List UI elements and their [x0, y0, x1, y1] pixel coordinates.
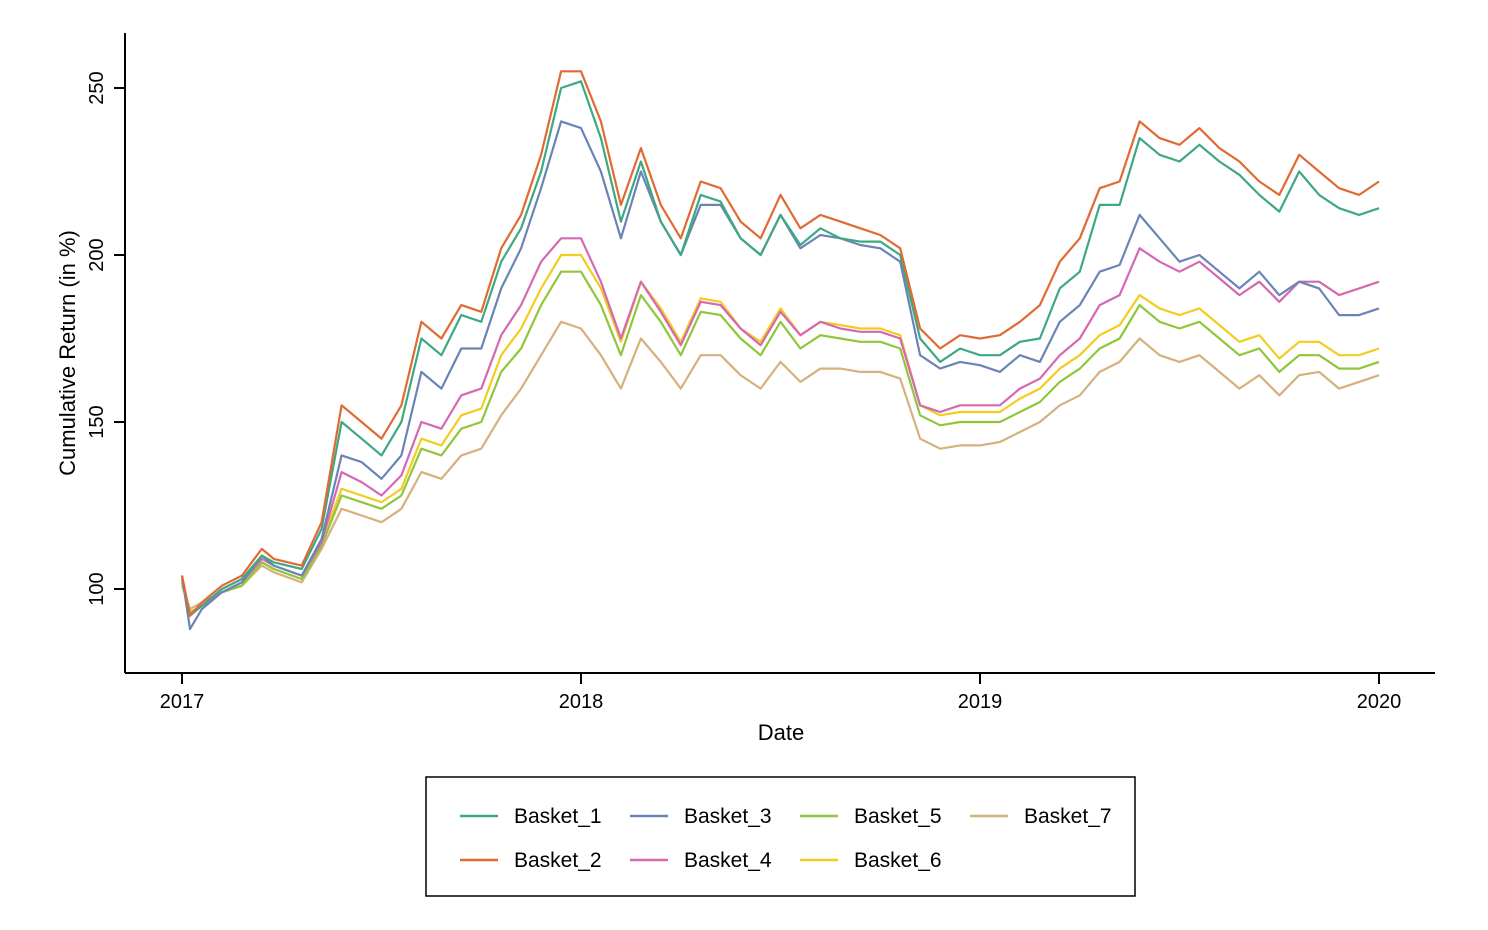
- y-ticks: 100 150 200 250: [86, 71, 125, 606]
- series-line-basket-1: [180, 80, 1380, 617]
- legend-item-basket-3: Basket_3: [630, 805, 772, 828]
- y-axis-title: Cumulative Return (in %): [55, 230, 80, 476]
- x-tick-label-2019: 2019: [958, 691, 1003, 713]
- series-line-basket-6: [180, 253, 1380, 614]
- x-axis-title: Date: [758, 720, 804, 745]
- legend-label: Basket_5: [854, 805, 942, 828]
- legend-item-basket-6: Basket_6: [800, 849, 942, 872]
- series-line-basket-2: [180, 70, 1380, 617]
- x-tick-label-2020: 2020: [1357, 691, 1402, 713]
- x-tick-label-2018: 2018: [559, 691, 604, 713]
- y-tick-label-100: 100: [86, 572, 108, 605]
- legend-label: Basket_4: [684, 849, 772, 872]
- legend-item-basket-2: Basket_2: [460, 849, 602, 872]
- legend: Basket_1 Basket_2 Basket_3 Basket_4 Basket_5…: [425, 776, 1136, 897]
- axes: [124, 33, 1435, 674]
- series-line-basket-7: [180, 320, 1380, 611]
- legend-label: Basket_2: [514, 849, 602, 872]
- legend-label: Basket_7: [1024, 805, 1112, 828]
- x-ticks: 2017 2018 2019 2020: [160, 673, 1402, 713]
- legend-item-basket-5: Basket_5: [800, 805, 942, 828]
- series-lines: [180, 70, 1380, 631]
- legend-label: Basket_1: [514, 805, 602, 828]
- series-line-basket-5: [180, 270, 1380, 614]
- series-line-basket-3: [180, 120, 1380, 631]
- y-tick-label-150: 150: [86, 405, 108, 438]
- legend-label: Basket_3: [684, 805, 772, 828]
- legend-items: Basket_1 Basket_2 Basket_3 Basket_4 Basket_5…: [460, 805, 1112, 872]
- legend-item-basket-4: Basket_4: [630, 849, 772, 872]
- legend-box: [425, 776, 1136, 897]
- legend-item-basket-1: Basket_1: [460, 805, 602, 828]
- legend-item-basket-7: Basket_7: [970, 805, 1112, 828]
- series-line-basket-4: [180, 237, 1380, 617]
- y-tick-label-250: 250: [86, 71, 108, 104]
- x-tick-label-2017: 2017: [160, 691, 205, 713]
- legend-label: Basket_6: [854, 849, 942, 872]
- y-tick-label-200: 200: [86, 238, 108, 271]
